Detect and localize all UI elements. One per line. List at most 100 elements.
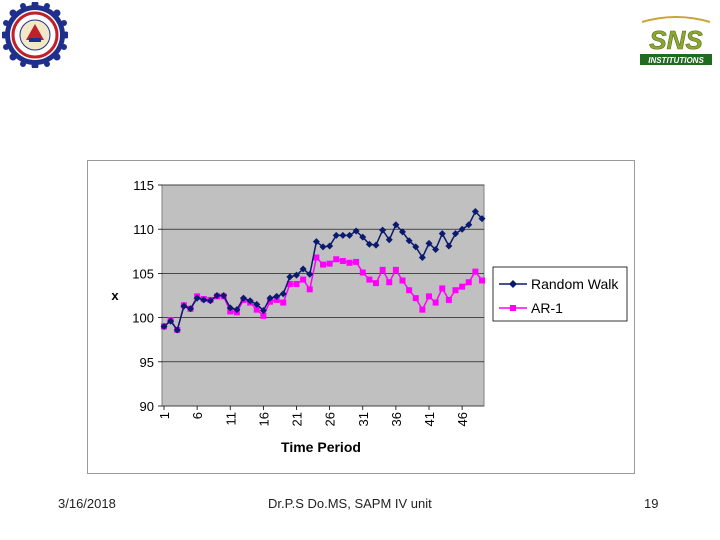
point-random-walk (206, 297, 214, 305)
point-ar1 (313, 254, 320, 261)
point-random-walk (326, 242, 334, 250)
point-random-walk (279, 290, 287, 298)
point-ar1 (459, 283, 466, 290)
point-ar1 (419, 306, 426, 313)
point-ar1 (399, 277, 406, 284)
point-ar1 (432, 299, 439, 306)
sns-institutions-logo: SNS INSTITUTIONS (640, 16, 712, 65)
point-ar1 (273, 296, 280, 303)
legend-marker-ar1 (510, 305, 516, 311)
point-random-walk (220, 292, 228, 299)
point-random-walk (193, 294, 201, 302)
x-tick-label: 36 (389, 412, 404, 426)
point-random-walk (339, 231, 347, 239)
point-random-walk (246, 297, 254, 305)
x-tick-label: 26 (323, 412, 338, 426)
point-random-walk (240, 294, 247, 302)
point-random-walk (372, 241, 380, 249)
point-random-walk (418, 253, 426, 261)
footer-presenter: Dr.P.S Do.MS, SAPM IV unit (268, 496, 432, 511)
point-random-walk (365, 240, 373, 248)
point-random-walk (399, 228, 406, 236)
logo-subtext: INSTITUTIONS (648, 56, 704, 65)
point-random-walk (405, 237, 413, 245)
legend: Random Walk AR-1 (492, 266, 628, 322)
point-ar1 (333, 256, 340, 263)
footer-date: 3/16/2018 (58, 496, 116, 511)
point-random-walk (273, 292, 281, 300)
point-random-walk (346, 231, 353, 239)
x-tick-label: 21 (290, 412, 305, 426)
point-ar1 (426, 293, 432, 300)
x-tick-label: 1 (157, 412, 172, 419)
point-random-walk (286, 273, 294, 281)
legend-box (492, 266, 628, 322)
x-tick-label: 11 (223, 412, 238, 426)
point-random-walk (352, 227, 360, 235)
point-random-walk (299, 265, 307, 273)
point-ar1 (326, 260, 333, 267)
point-ar1 (267, 298, 273, 305)
page-number: 19 (644, 496, 659, 511)
point-random-walk (200, 296, 208, 304)
point-random-walk (213, 292, 221, 299)
x-axis-label: Time Period (281, 439, 361, 455)
point-ar1 (286, 281, 293, 288)
point-ar1 (445, 296, 452, 303)
point-random-walk (332, 231, 340, 239)
point-ar1 (260, 312, 267, 319)
point-random-walk (392, 221, 400, 229)
point-random-walk (319, 243, 327, 251)
point-ar1 (280, 299, 287, 306)
point-random-walk (259, 307, 267, 315)
point-ar1 (227, 308, 234, 315)
point-random-walk (160, 322, 168, 330)
point-random-walk (458, 225, 466, 233)
y-tick-label: 90 (140, 399, 154, 414)
y-axis-label: x (111, 288, 119, 303)
point-random-walk (226, 304, 234, 312)
point-ar1 (353, 258, 360, 265)
point-ar1 (320, 261, 326, 268)
y-tick-label: 115 (133, 178, 154, 193)
point-random-walk (293, 271, 300, 279)
point-ar1 (359, 269, 366, 276)
legend-marker-random-walk (509, 280, 517, 288)
x-tick-label: 46 (455, 412, 470, 426)
point-ar1 (472, 268, 479, 275)
point-ar1 (452, 287, 459, 294)
y-tick-label: 100 (132, 311, 154, 326)
point-ar1 (366, 276, 373, 283)
point-random-walk (167, 317, 175, 325)
point-random-walk (253, 300, 261, 308)
point-ar1 (306, 286, 313, 293)
point-random-walk (187, 305, 194, 313)
x-tick-label: 16 (256, 412, 271, 426)
y-tick-label: 110 (133, 222, 154, 237)
point-ar1 (293, 281, 300, 288)
point-ar1 (465, 279, 472, 286)
point-random-walk (385, 236, 393, 244)
point-ar1 (339, 258, 346, 265)
point-random-walk (425, 239, 433, 247)
college-seal-logo (2, 2, 68, 68)
point-random-walk (359, 233, 367, 241)
point-random-walk (452, 230, 459, 238)
point-random-walk (471, 208, 479, 216)
point-random-walk (438, 230, 446, 238)
point-ar1 (479, 277, 485, 284)
point-random-walk (412, 243, 420, 251)
y-tick-label: 95 (140, 355, 154, 370)
y-tick-label: 105 (132, 266, 154, 281)
point-random-walk (173, 326, 181, 334)
point-random-walk (266, 294, 274, 302)
point-ar1 (386, 279, 393, 286)
point-ar1 (379, 266, 386, 273)
x-tick-label: 31 (356, 412, 371, 426)
legend-label-random-walk: Random Walk (531, 276, 619, 292)
legend-label-ar1: AR-1 (531, 300, 563, 316)
point-ar1 (412, 295, 419, 302)
point-random-walk (465, 221, 473, 229)
x-tick-label: 41 (422, 412, 437, 426)
